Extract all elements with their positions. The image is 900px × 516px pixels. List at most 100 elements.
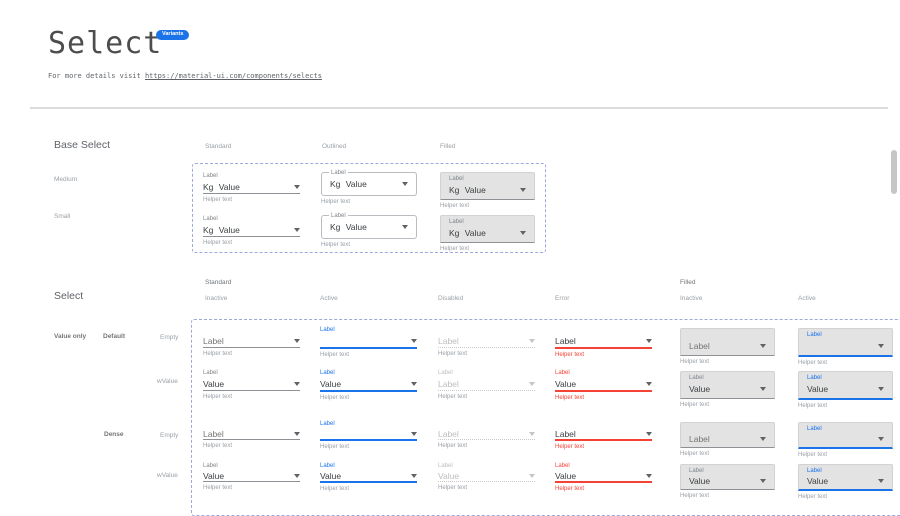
- floating-label: Label: [689, 375, 704, 381]
- select-dense-standard-active-empty[interactable]: Label Helper text: [320, 420, 417, 450]
- row-wvalue-dense: wValue: [157, 472, 178, 479]
- helper-text: Helper text: [555, 395, 585, 401]
- select-control[interactable]: Label: [555, 428, 652, 439]
- select-control[interactable]: Label: [203, 428, 300, 439]
- select-control[interactable]: Label Value: [798, 371, 893, 400]
- helper-text: Helper text: [438, 485, 468, 491]
- select-standard-active-empty[interactable]: Label Helper text: [320, 326, 417, 358]
- select-control[interactable]: Value: [203, 470, 300, 481]
- dropdown-caret-icon: [402, 225, 408, 229]
- select-control[interactable]: Label: [203, 334, 300, 347]
- select-dense-filled-inactive-wvalue[interactable]: Label Value Helper text: [680, 462, 775, 499]
- floating-label: Label: [807, 332, 822, 338]
- dropdown-caret-icon: [529, 338, 535, 343]
- select-control[interactable]: Label: [798, 422, 893, 449]
- select-control[interactable]: Label Value: [798, 464, 893, 491]
- material-ui-link[interactable]: https://material-ui.com/components/selec…: [144, 72, 322, 80]
- dropdown-caret-icon: [529, 473, 535, 478]
- select-dense-standard-error-empty[interactable]: Label Label Helper text: [555, 420, 652, 450]
- select-control[interactable]: Label Value: [680, 371, 775, 399]
- select-control[interactable]: Value: [320, 377, 417, 390]
- scrollbar-thumb[interactable]: [891, 150, 897, 194]
- underline: [203, 481, 300, 482]
- select-standard-inactive-wvalue[interactable]: Label Value Helper text: [203, 369, 300, 400]
- select-standard-inactive-empty[interactable]: Label Label Helper text: [203, 326, 300, 357]
- select-standard-error-empty[interactable]: Label Label Helper text: [555, 326, 652, 358]
- select-control[interactable]: Label Label: [680, 422, 775, 448]
- underline: [203, 390, 300, 391]
- base-col-outlined: Outlined: [322, 143, 347, 150]
- select-control[interactable]: Value: [555, 377, 652, 390]
- col-inactive: Inactive: [205, 295, 228, 302]
- base-row-medium: Medium: [54, 176, 78, 183]
- base-outlined-small[interactable]: Label Kg Value Helper text: [321, 212, 417, 248]
- floating-label: Label: [203, 370, 218, 376]
- select-filled-active-wvalue[interactable]: Label Value Helper text: [798, 369, 893, 409]
- dropdown-caret-icon: [760, 343, 766, 348]
- base-outlined-medium[interactable]: Label Kg Value Helper text: [321, 169, 417, 205]
- select-value: Kg Value: [330, 179, 367, 189]
- helper-text: Helper text: [680, 359, 710, 365]
- floating-label: Label: [329, 212, 348, 220]
- dropdown-caret-icon: [294, 338, 300, 343]
- select-control[interactable]: Label Kg Value: [440, 172, 535, 200]
- base-filled-small[interactable]: Label Kg Value Helper text: [440, 213, 535, 252]
- dropdown-caret-icon: [878, 386, 884, 391]
- page-title: Select: [48, 26, 163, 61]
- select-control[interactable]: Value: [203, 377, 300, 390]
- select-dense-standard-inactive-wvalue[interactable]: Label Value Helper text: [203, 462, 300, 491]
- helper-text: Helper text: [555, 352, 585, 358]
- dropdown-caret-icon: [529, 431, 535, 436]
- select-control[interactable]: Kg Value: [203, 180, 300, 193]
- select-control[interactable]: Kg Value: [203, 223, 300, 236]
- select-dense-filled-active-empty[interactable]: Label Helper text: [798, 420, 893, 458]
- select-dense-filled-active-wvalue[interactable]: Label Value Helper text: [798, 462, 893, 500]
- select-control[interactable]: Label: [555, 334, 652, 347]
- select-control[interactable]: Label Kg Value: [440, 215, 535, 243]
- select-control[interactable]: Label: [798, 328, 893, 357]
- select-value: Value: [689, 475, 711, 486]
- dropdown-caret-icon: [520, 230, 526, 235]
- select-dense-standard-inactive-empty[interactable]: Label Label Helper text: [203, 420, 300, 449]
- select-dense-standard-active-wvalue[interactable]: Label Value Helper text: [320, 462, 417, 492]
- base-col-standard: Standard: [205, 143, 232, 150]
- select-control[interactable]: Label Kg Value: [321, 212, 417, 239]
- select-control[interactable]: [320, 334, 417, 347]
- helper-text: Helper text: [438, 443, 468, 449]
- select-control[interactable]: Value: [555, 470, 652, 481]
- select-control[interactable]: Label Kg Value: [321, 169, 417, 196]
- base-filled-medium[interactable]: Label Kg Value Helper text: [440, 170, 535, 209]
- select-control[interactable]: Label Value: [680, 464, 775, 490]
- select-filled-inactive-wvalue[interactable]: Label Value Helper text: [680, 369, 775, 408]
- select-control[interactable]: [320, 428, 417, 439]
- select-value: Kg Value: [330, 222, 367, 232]
- select-filled-inactive-empty[interactable]: Label Label Helper text: [680, 326, 775, 365]
- select-value: Value: [807, 475, 829, 486]
- col-active: Active: [320, 295, 338, 302]
- helper-text: Helper text: [438, 351, 468, 357]
- helper-text: Helper text: [203, 443, 233, 449]
- underline: [320, 439, 417, 441]
- base-standard-medium[interactable]: Label Kg Value Helper text: [203, 172, 300, 203]
- select-dense-standard-disabled-wvalue: Label Value Helper text: [438, 462, 535, 491]
- dropdown-caret-icon: [760, 436, 766, 441]
- select-filled-active-empty[interactable]: Label Helper text: [798, 326, 893, 366]
- select-value: Label: [555, 428, 576, 439]
- helper-text: Helper text: [203, 197, 233, 203]
- col-filled-inactive: Inactive: [680, 295, 703, 302]
- select-value: Kg Value: [203, 181, 240, 192]
- select-control[interactable]: Value: [320, 470, 417, 481]
- underline: [203, 236, 300, 237]
- select-standard-disabled-empty: Label Label Helper text: [438, 326, 535, 357]
- select-standard-error-wvalue[interactable]: Label Value Helper text: [555, 369, 652, 401]
- helper-text: Helper text: [680, 402, 710, 408]
- base-standard-small[interactable]: Label Kg Value Helper text: [203, 215, 300, 246]
- select-value: Label: [438, 378, 459, 389]
- helper-text: Helper text: [440, 246, 470, 252]
- select-dense-filled-inactive-empty[interactable]: Label Label Helper text: [680, 420, 775, 457]
- underline: [203, 193, 300, 194]
- select-dense-standard-error-wvalue[interactable]: Label Value Helper text: [555, 462, 652, 492]
- select-standard-active-wvalue[interactable]: Label Value Helper text: [320, 369, 417, 401]
- floating-label: Label: [320, 421, 335, 427]
- select-control[interactable]: Label Label: [680, 328, 775, 356]
